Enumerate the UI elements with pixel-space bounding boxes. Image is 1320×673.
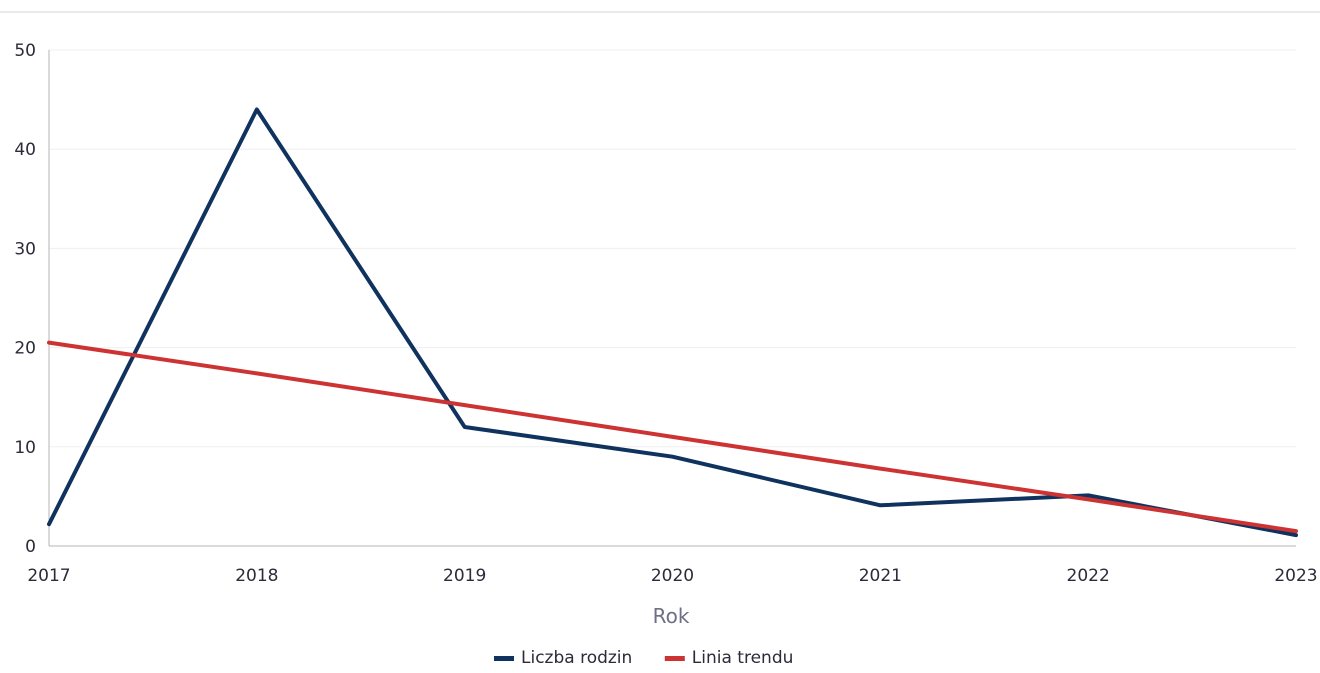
series-lines: [47, 107, 1298, 538]
x-tick-label: 2020: [651, 566, 694, 586]
y-tick-label: 50: [14, 41, 36, 61]
grid: [49, 49, 1296, 448]
legend-item-1: Liczba rodzin: [494, 648, 632, 668]
tick-labels: 0 10 20 30 40 50 2017 2018 2019 2020 2021 2022 2023: [14, 41, 1317, 586]
y-tick-label: 0: [25, 537, 36, 557]
series-line-1: [47, 107, 1298, 538]
legend-item-2: Linia trendu: [664, 648, 794, 668]
y-tick-label: 40: [14, 140, 36, 160]
x-tick-label: 2017: [27, 566, 70, 586]
legend-label: Liczba rodzin: [521, 648, 632, 668]
x-tick-label: 2023: [1274, 566, 1317, 586]
y-tick-label: 30: [14, 239, 36, 259]
x-tick-label: 2022: [1067, 566, 1110, 586]
x-axis-title: Rok: [653, 604, 690, 628]
legend: Liczba rodzin Linia trendu: [494, 648, 793, 668]
series-line-2: [47, 340, 1298, 534]
x-tick-label: 2018: [235, 566, 278, 586]
legend-swatch: [494, 656, 514, 661]
legend-label: Linia trendu: [692, 648, 794, 668]
legend-swatch: [664, 656, 685, 661]
axes: [48, 50, 1296, 547]
x-tick-label: 2021: [859, 566, 902, 586]
x-tick-label: 2019: [443, 566, 486, 586]
y-tick-label: 20: [14, 339, 36, 359]
y-tick-label: 10: [14, 438, 36, 458]
